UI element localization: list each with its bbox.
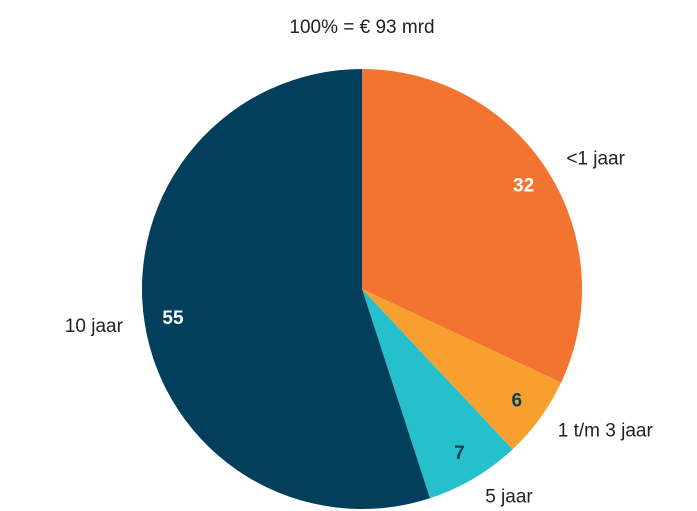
pie-slice	[362, 289, 562, 450]
value-label: 32	[513, 175, 534, 196]
pie-slice	[362, 289, 513, 499]
pie-slice	[362, 69, 582, 383]
slice-label: <1 jaar	[566, 148, 625, 169]
value-label: 7	[454, 443, 465, 464]
pie-slice	[141, 69, 430, 509]
chart-title: 100% = € 93 mrd	[289, 17, 434, 38]
slice-label: 10 jaar	[65, 316, 124, 337]
value-label: 6	[512, 391, 523, 412]
value-label: 55	[162, 308, 184, 329]
slice-label: 1 t/m 3 jaar	[558, 420, 654, 441]
slice-label: 5 jaar	[485, 486, 533, 507]
